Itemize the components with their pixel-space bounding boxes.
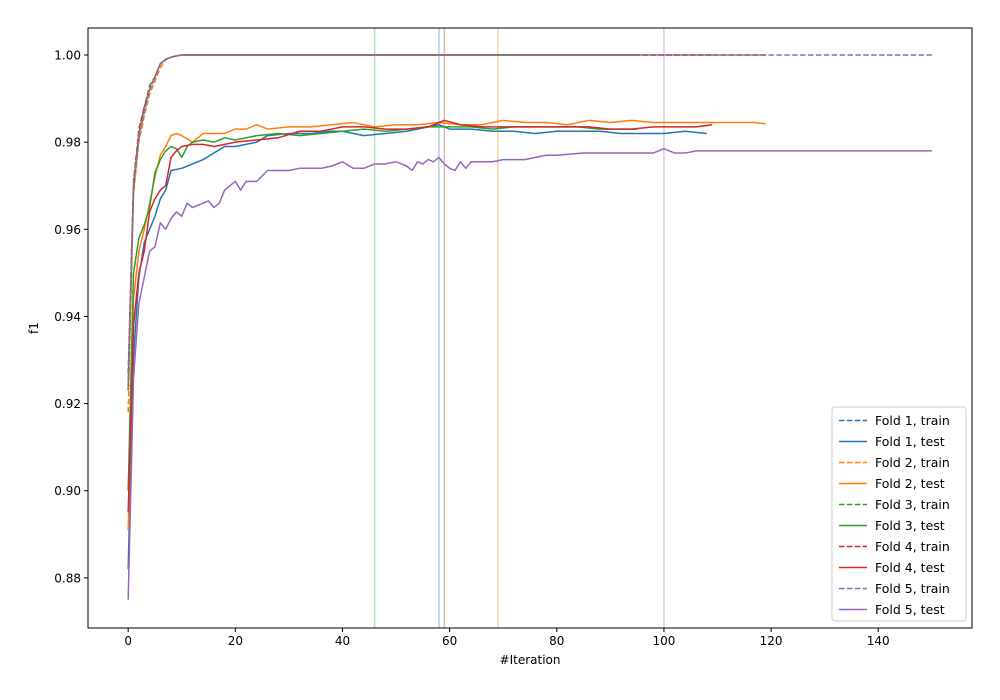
y-tick-label: 0.96 [54, 223, 81, 237]
y-axis-label: f1 [27, 322, 41, 334]
y-tick-label: 0.90 [54, 484, 81, 498]
legend: Fold 1, train Fold 1, test Fold 2, train Fo… [831, 406, 967, 622]
x-axis-label: #Iteration [500, 653, 561, 667]
y-tick-label: 0.88 [54, 571, 81, 585]
x-tick-label: 60 [442, 634, 457, 648]
legend-label: Fold 1, test [875, 434, 945, 449]
series-line-9 [127, 54, 932, 382]
series-line-6 [127, 126, 638, 491]
series-line-10 [127, 147, 932, 600]
legend-label: Fold 5, train [875, 581, 950, 596]
series-line-5 [127, 54, 638, 387]
x-tick-label: 40 [335, 634, 350, 648]
axes: 0 20 40 60 80 100 120 140 0.88 0.90 0.92 0.94 0.96 0.… [54, 27, 973, 648]
x-tick-label: 120 [760, 634, 783, 648]
y-tick-label: 0.98 [54, 136, 81, 150]
series-line-4 [127, 119, 766, 530]
x-tick-label: 100 [652, 634, 675, 648]
legend-label: Fold 5, test [875, 602, 945, 617]
x-tick-label: 20 [228, 634, 243, 648]
y-tick-label: 0.92 [54, 397, 81, 411]
y-tick-label: 1.00 [54, 49, 81, 63]
series-line-2 [127, 123, 707, 570]
series-line-8 [127, 119, 713, 513]
legend-label: Fold 3, test [875, 518, 945, 533]
y-tick-label: 0.94 [54, 310, 81, 324]
series-line-1 [127, 54, 766, 391]
series-line-7 [127, 54, 713, 374]
plot-frame [87, 27, 973, 629]
legend-label: Fold 4, train [875, 539, 950, 554]
x-tick-label: 140 [867, 634, 890, 648]
legend-label: Fold 2, train [875, 455, 950, 470]
legend-label: Fold 4, test [875, 560, 945, 575]
best-iteration-lines [373, 28, 665, 628]
legend-label: Fold 1, train [875, 413, 950, 428]
x-tick-label: 0 [124, 634, 132, 648]
legend-label: Fold 2, test [875, 476, 945, 491]
series-line-3 [127, 54, 766, 413]
x-tick-label: 80 [549, 634, 564, 648]
legend-label: Fold 3, train [875, 497, 950, 512]
series-layer [127, 54, 932, 600]
